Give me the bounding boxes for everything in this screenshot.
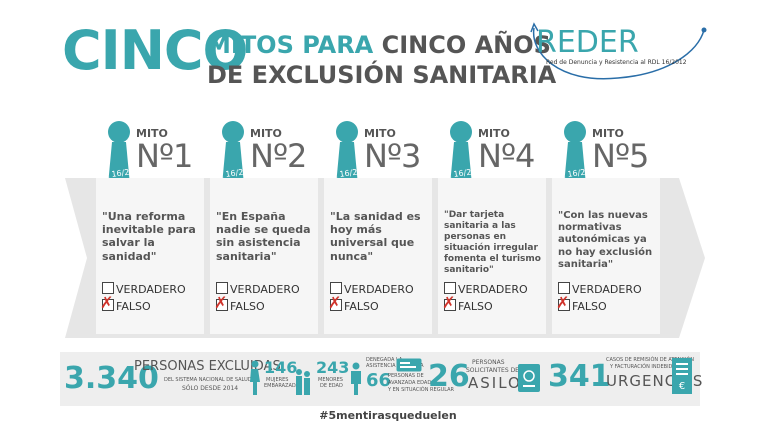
children-icon — [296, 369, 310, 395]
logo-name: REDER — [536, 25, 639, 60]
stat-elder-txt4: AVANZADA EDAD — [388, 380, 432, 386]
title-line-1a: MITOS PARA — [207, 31, 382, 59]
option-false-label: FALSO — [344, 300, 379, 313]
stat-elder-txt3: PERSONAS DE — [388, 373, 424, 379]
checked-box-icon: ✗ — [442, 293, 456, 312]
option-false-label: FALSO — [230, 300, 265, 313]
option-false: ✗ FALSO — [442, 293, 493, 314]
mito-number: Nº4 — [478, 137, 535, 175]
stat-asylum-txt2: SOLICITANTES DE — [466, 367, 519, 374]
mito-quote: "La sanidad es hoy más universal que nun… — [330, 210, 421, 263]
option-true-label: VERDADERO — [344, 283, 414, 296]
mito-label: MITO — [136, 127, 168, 140]
checkbox-icon — [444, 282, 456, 294]
checkbox-icon — [558, 282, 570, 294]
stat-women-txt1: MUJERES — [266, 377, 289, 383]
checked-box-icon: ✗ — [214, 293, 228, 312]
stat-asylum-number: 26 — [428, 359, 470, 394]
stat-women-txt2: EMBARAZADAS — [264, 383, 303, 389]
option-true: VERDADERO — [444, 282, 528, 296]
stat-asylum-txt1: PERSONAS — [472, 359, 505, 366]
stat-excluded-sub2: SÓLO DESDE 2014 — [182, 385, 239, 392]
mito-label: MITO — [478, 127, 510, 140]
svg-text:€: € — [679, 381, 685, 392]
option-true: VERDADERO — [558, 282, 642, 296]
logo-subtitle: Red de Denuncia y Resistencia al RDL 16/… — [546, 59, 687, 66]
option-true-label: VERDADERO — [458, 283, 528, 296]
stat-women-number: 146 — [264, 358, 298, 377]
stat-asylum-word: ASILO — [468, 374, 522, 392]
option-true: VERDADERO — [330, 282, 414, 296]
title-line-2: DE EXCLUSIÓN SANITARIA — [207, 61, 557, 89]
checkbox-icon — [216, 282, 228, 294]
checked-box-icon: ✗ — [556, 293, 570, 312]
mito-number: Nº1 — [136, 137, 193, 175]
stat-elder-number: 66 — [366, 370, 392, 391]
stat-excluded-number: 3.340 — [64, 361, 159, 396]
health-card-icon — [396, 358, 422, 372]
mito-number: Nº5 — [592, 137, 649, 175]
option-false: ✗ FALSO — [328, 293, 379, 314]
title-cinco: CINCO — [62, 19, 248, 82]
option-false-label: FALSO — [116, 300, 151, 313]
option-true-label: VERDADERO — [572, 283, 642, 296]
stat-urgencias-txt2: Y FACTURACIÓN INDEBIDA EN — [610, 364, 685, 370]
option-true-label: VERDADERO — [116, 283, 186, 296]
pregnant-woman-icon — [250, 360, 260, 395]
mito-label: MITO — [364, 127, 396, 140]
option-false: ✗ FALSO — [100, 293, 151, 314]
stat-minors-number: 243 — [316, 358, 350, 377]
stat-minors-txt1: MENORES — [318, 377, 343, 383]
reder-logo-swoosh — [530, 22, 707, 80]
option-false-label: FALSO — [458, 300, 493, 313]
checked-box-icon: ✗ — [328, 293, 342, 312]
mito-number: Nº2 — [250, 137, 307, 175]
hashtag: #5mentirasqueduelen — [319, 409, 457, 422]
stat-excluded-sub1: DEL SISTEMA NACIONAL DE SALUD — [164, 377, 252, 383]
option-false: ✗ FALSO — [556, 293, 607, 314]
option-true: VERDADERO — [102, 282, 186, 296]
option-false: ✗ FALSO — [214, 293, 265, 314]
title-line-1: MITOS PARA CINCO AÑOS — [207, 33, 551, 57]
mito-quote: "Dar tarjeta sanitaria a las personas en… — [444, 210, 541, 275]
mito-quote: "En España nadie se queda sin asistencia… — [216, 210, 311, 263]
mito-quote: "Una reforma inevitable para salvar la s… — [102, 210, 196, 263]
option-true-label: VERDADERO — [230, 283, 300, 296]
checkbox-icon — [102, 282, 114, 294]
invoice-icon: € — [672, 358, 692, 394]
stat-urgencias-txt1: CASOS DE REMISIÓN DE ATENCIÓN — [606, 357, 694, 363]
mito-label: MITO — [592, 127, 624, 140]
elderly-person-icon — [351, 362, 361, 395]
stat-excluded-word: PERSONAS EXCLUIDAS — [134, 359, 281, 374]
stat-urgencias-number: 341 — [548, 359, 611, 394]
stat-minors-txt2: DE EDAD — [320, 383, 343, 389]
mito-quote: "Con las nuevas normativas autonómicas y… — [558, 210, 653, 270]
mito-label: MITO — [250, 127, 282, 140]
stat-elder-txt1: DENEGADA LA — [366, 357, 403, 363]
title-line-1b: CINCO AÑOS — [381, 31, 551, 59]
checked-box-icon: ✗ — [100, 293, 114, 312]
checkbox-icon — [330, 282, 342, 294]
stats-bar: 3.340 PERSONAS EXCLUIDAS DEL SISTEMA NAC… — [60, 352, 702, 406]
stat-elder-txt5: Y EN SITUACIÓN REGULAR — [388, 387, 455, 393]
mito-number: Nº3 — [364, 137, 421, 175]
option-true: VERDADERO — [216, 282, 300, 296]
passport-icon — [518, 364, 540, 392]
option-false-label: FALSO — [572, 300, 607, 313]
stat-elder-txt2: ASISTENCIA SANITARIA — [366, 363, 424, 369]
